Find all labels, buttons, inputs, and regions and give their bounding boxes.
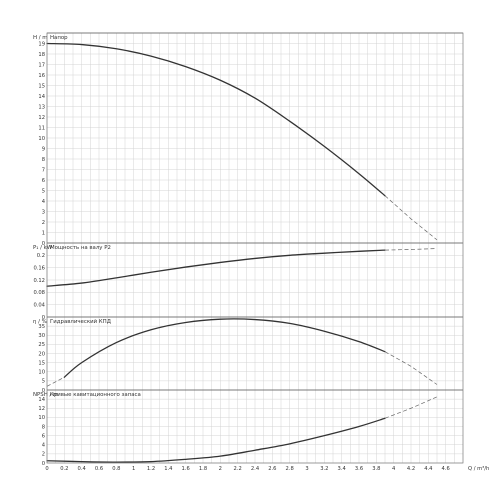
plot-frame bbox=[46, 32, 464, 464]
y-tick-label: 13 bbox=[38, 104, 45, 110]
y-tick-label: 2 bbox=[42, 220, 45, 226]
y-axis-label: P₁ / kW bbox=[33, 245, 53, 251]
y-tick-label: 35 bbox=[38, 324, 45, 330]
x-tick-label: 0.6 bbox=[95, 466, 103, 472]
x-tick-label: 0.4 bbox=[78, 466, 87, 472]
npsh-curve-solid bbox=[46, 417, 386, 463]
head-curve-solid bbox=[46, 42, 386, 197]
y-tick-label: 4 bbox=[42, 199, 46, 205]
npsh-curve-dashed bbox=[384, 396, 438, 419]
x-tick-label: 3.2 bbox=[320, 466, 328, 472]
x-tick-label: 0 bbox=[45, 466, 48, 472]
x-tick-label: 2 bbox=[219, 466, 222, 472]
y-tick-label: 11 bbox=[38, 125, 45, 131]
x-tick-label: 4.2 bbox=[407, 466, 415, 472]
y-tick-label: 17 bbox=[38, 62, 45, 68]
x-tick-label: 1.2 bbox=[147, 466, 155, 472]
panel-title: Мощность на валу P2 bbox=[50, 245, 111, 251]
power-curve-solid bbox=[46, 249, 386, 287]
power-curve-dashed bbox=[384, 248, 438, 251]
panel-title: Кривые кавитационного запаса bbox=[50, 392, 141, 398]
panel-title: Напор bbox=[50, 35, 68, 41]
x-tick-label: 3.4 bbox=[338, 466, 347, 472]
y-tick-label: 30 bbox=[38, 333, 45, 339]
x-tick-label: 1.8 bbox=[199, 466, 207, 472]
x-tick-label: 4.4 bbox=[424, 466, 433, 472]
y-tick-label: 7 bbox=[42, 167, 45, 173]
efficiency-curve-solid bbox=[63, 318, 386, 378]
y-tick-label: 2 bbox=[42, 452, 45, 458]
x-tick-label: 2.2 bbox=[234, 466, 242, 472]
y-tick-label: 10 bbox=[38, 370, 45, 376]
y-tick-label: 4 bbox=[42, 443, 46, 449]
y-tick-label: 12 bbox=[38, 115, 45, 121]
x-tick-label: 2.8 bbox=[286, 466, 294, 472]
y-tick-label: 16 bbox=[38, 73, 45, 79]
x-tick-label: 0.8 bbox=[112, 466, 120, 472]
efficiency-curve-dashed bbox=[46, 376, 65, 387]
y-tick-label: 9 bbox=[42, 146, 45, 152]
y-tick-label: 14 bbox=[38, 94, 45, 100]
y-tick-label: 0 bbox=[42, 315, 45, 321]
y-tick-label: 0.08 bbox=[33, 290, 45, 296]
y-axis-label: η / % bbox=[33, 319, 47, 325]
x-tick-label: 3.8 bbox=[372, 466, 380, 472]
y-tick-label: 25 bbox=[38, 342, 45, 348]
y-tick-label: 0.16 bbox=[33, 265, 45, 271]
y-tick-label: 18 bbox=[38, 52, 45, 58]
y-tick-label: 15 bbox=[38, 83, 45, 89]
y-tick-label: 0.2 bbox=[37, 253, 45, 259]
y-tick-label: 0 bbox=[42, 461, 45, 467]
x-axis-label: Q / m³/h bbox=[468, 466, 489, 472]
y-tick-label: 15 bbox=[38, 360, 45, 366]
y-tick-label: 19 bbox=[38, 41, 45, 47]
x-tick-label: 2.4 bbox=[251, 466, 260, 472]
x-tick-label: 0.2 bbox=[60, 466, 68, 472]
y-tick-label: 14 bbox=[38, 397, 45, 403]
x-tick-label: 3.6 bbox=[355, 466, 363, 472]
efficiency-curve-dashed bbox=[384, 351, 438, 385]
y-tick-label: 8 bbox=[42, 157, 45, 163]
y-axis-label: NPSH / m bbox=[33, 392, 58, 398]
y-tick-label: 8 bbox=[42, 424, 45, 430]
y-axis-label: H / m bbox=[33, 35, 48, 41]
y-tick-label: 12 bbox=[38, 406, 45, 412]
y-tick-label: 0.12 bbox=[33, 278, 45, 284]
y-tick-label: 6 bbox=[42, 433, 45, 439]
y-tick-label: 3 bbox=[42, 209, 45, 215]
y-tick-label: 10 bbox=[38, 415, 45, 421]
y-tick-label: 1 bbox=[42, 230, 45, 236]
head-curve-dashed bbox=[384, 195, 438, 241]
x-tick-label: 1 bbox=[132, 466, 135, 472]
x-tick-label: 4.6 bbox=[442, 466, 450, 472]
y-tick-label: 0 bbox=[42, 388, 45, 394]
y-tick-label: 10 bbox=[38, 136, 45, 142]
y-tick-label: 6 bbox=[42, 178, 45, 184]
y-tick-label: 5 bbox=[42, 188, 45, 194]
panel-title: Гидравлический КПД bbox=[50, 318, 111, 325]
x-tick-label: 4 bbox=[392, 466, 396, 472]
x-tick-label: 1.4 bbox=[164, 466, 173, 472]
y-tick-label: 0 bbox=[42, 241, 45, 247]
x-tick-label: 1.6 bbox=[182, 466, 190, 472]
x-tick-label: 3 bbox=[305, 466, 308, 472]
y-tick-label: 0.04 bbox=[33, 302, 45, 308]
x-tick-label: 2.6 bbox=[268, 466, 276, 472]
y-tick-label: 5 bbox=[42, 379, 45, 385]
y-tick-label: 20 bbox=[38, 351, 45, 357]
